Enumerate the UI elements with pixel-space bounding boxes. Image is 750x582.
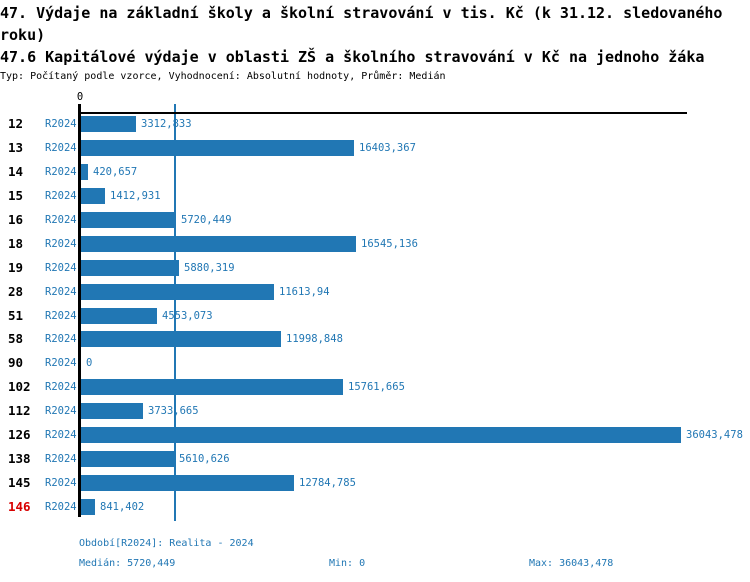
bar-value-label: 16545,136 (361, 238, 418, 250)
series-label: R2024 (45, 310, 77, 322)
bar (81, 451, 174, 467)
series-label: R2024 (45, 333, 77, 345)
series-label: R2024 (45, 477, 77, 489)
indicator-subtitle: Typ: Počítaný podle vzorce, Vyhodnocení:… (0, 71, 446, 82)
bar (81, 116, 136, 132)
row-number: 102 (8, 379, 31, 394)
bar (81, 499, 95, 515)
row-number: 28 (8, 284, 24, 299)
series-label: R2024 (45, 405, 77, 417)
row-number: 16 (8, 212, 24, 227)
row-number: 13 (8, 140, 24, 155)
series-label: R2024 (45, 238, 77, 250)
indicator-title: 47.6 Kapitálové výdaje v oblasti ZŠ a šk… (0, 48, 705, 66)
bar-value-label: 1412,931 (110, 190, 161, 202)
footer-period: Období[R2024]: Realita - 2024 (79, 538, 254, 549)
row-number: 112 (8, 403, 31, 418)
row-number: 126 (8, 427, 31, 442)
series-label: R2024 (45, 142, 77, 154)
row-number: 15 (8, 188, 24, 203)
series-label: R2024 (45, 429, 77, 441)
footer-min: Min: 0 (329, 558, 366, 569)
row-number: 146 (8, 499, 31, 514)
series-label: R2024 (45, 190, 77, 202)
bar-value-label: 841,402 (100, 501, 145, 513)
bar (81, 403, 143, 419)
bar (81, 188, 105, 204)
series-label: R2024 (45, 286, 77, 298)
series-label: R2024 (45, 118, 77, 130)
bar-value-label: 3312,833 (141, 118, 192, 130)
bar (81, 475, 294, 491)
row-number: 90 (8, 355, 24, 370)
row-number: 12 (8, 116, 24, 131)
bar (81, 427, 681, 443)
bar (81, 260, 179, 276)
bar-value-label: 5720,449 (181, 214, 232, 226)
x-axis-line (78, 112, 687, 114)
series-label: R2024 (45, 381, 77, 393)
series-label: R2024 (45, 166, 77, 178)
median-line (174, 104, 176, 521)
bar (81, 212, 176, 228)
bar-value-label: 0 (86, 357, 93, 369)
row-number: 58 (8, 331, 24, 346)
row-number: 145 (8, 475, 31, 490)
bar (81, 308, 157, 324)
report-header: 47. Výdaje na základní školy a školní st… (0, 2, 750, 83)
bar-value-label: 3733,665 (148, 405, 199, 417)
footer-median: Medián: 5720,449 (79, 558, 176, 569)
row-number: 138 (8, 451, 31, 466)
bar-value-label: 11998,848 (286, 333, 343, 345)
bar-value-label: 15761,665 (348, 381, 405, 393)
bar (81, 140, 354, 156)
bar (81, 284, 274, 300)
row-number: 19 (8, 260, 24, 275)
bar-value-label: 12784,785 (299, 477, 356, 489)
series-label: R2024 (45, 453, 77, 465)
bar-value-label: 5880,319 (184, 262, 235, 274)
footer-max: Max: 36043,478 (529, 558, 614, 569)
bar-value-label: 16403,367 (359, 142, 416, 154)
bar (81, 379, 343, 395)
series-label: R2024 (45, 501, 77, 513)
bar-value-label: 11613,94 (279, 286, 330, 298)
row-number: 18 (8, 236, 24, 251)
row-number: 51 (8, 308, 24, 323)
series-label: R2024 (45, 357, 77, 369)
series-label: R2024 (45, 214, 77, 226)
report-title: 47. Výdaje na základní školy a školní st… (0, 4, 723, 44)
y-axis-line (78, 104, 81, 517)
bar-value-label: 420,657 (93, 166, 138, 178)
bar-value-label: 36043,478 (686, 429, 743, 441)
series-label: R2024 (45, 262, 77, 274)
bar (81, 236, 356, 252)
bar (81, 331, 281, 347)
row-number: 14 (8, 164, 24, 179)
axis-zero-label: 0 (76, 91, 84, 103)
bar-value-label: 5610,626 (179, 453, 230, 465)
bar (81, 164, 88, 180)
bar-value-label: 4553,073 (162, 310, 213, 322)
